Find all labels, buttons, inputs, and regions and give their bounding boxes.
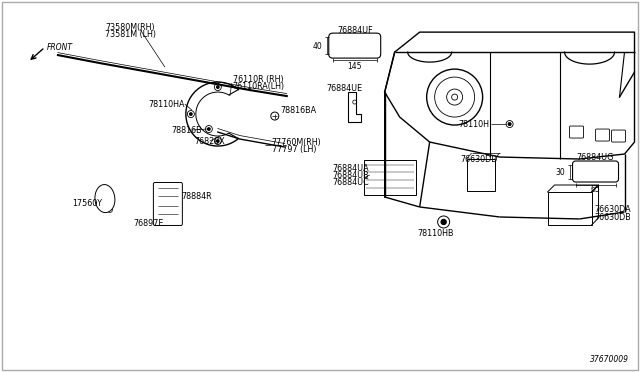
Bar bbox=[548, 192, 591, 225]
Text: 78110HA: 78110HA bbox=[148, 100, 184, 109]
Text: 30: 30 bbox=[556, 167, 566, 176]
Text: 78884R: 78884R bbox=[182, 192, 212, 202]
Circle shape bbox=[508, 123, 511, 125]
Text: 76897E: 76897E bbox=[133, 219, 163, 228]
Circle shape bbox=[441, 219, 446, 224]
Text: 78110HB: 78110HB bbox=[417, 230, 454, 238]
Circle shape bbox=[207, 128, 210, 130]
Text: 76884UE: 76884UE bbox=[326, 84, 363, 93]
Text: 76630DA: 76630DA bbox=[595, 205, 631, 215]
Text: 78816BA: 78816BA bbox=[281, 106, 317, 115]
Bar bbox=[467, 159, 495, 191]
Text: 76110R (RH): 76110R (RH) bbox=[233, 74, 284, 84]
Text: 17560Y: 17560Y bbox=[72, 199, 102, 208]
Text: 73581M (LH): 73581M (LH) bbox=[105, 30, 156, 39]
Polygon shape bbox=[95, 185, 115, 212]
Text: 37670009: 37670009 bbox=[590, 355, 629, 364]
Text: 40: 40 bbox=[313, 42, 323, 51]
Circle shape bbox=[216, 140, 219, 142]
Text: 78816B: 78816B bbox=[172, 125, 202, 135]
Text: 76110RA(LH): 76110RA(LH) bbox=[233, 81, 285, 90]
Text: 77760M(RH): 77760M(RH) bbox=[272, 138, 321, 147]
Text: 77797 (LH): 77797 (LH) bbox=[272, 145, 316, 154]
Text: FRONT: FRONT bbox=[47, 43, 73, 52]
Text: 76884UC: 76884UC bbox=[333, 177, 369, 186]
Text: 76884UB: 76884UB bbox=[333, 170, 369, 180]
Text: 65: 65 bbox=[591, 186, 600, 195]
Text: 76884UA: 76884UA bbox=[333, 164, 369, 173]
Bar bbox=[364, 160, 415, 195]
Text: 73580M(RH): 73580M(RH) bbox=[105, 23, 154, 32]
Circle shape bbox=[216, 86, 219, 88]
Text: 76630DB: 76630DB bbox=[595, 214, 631, 222]
Text: 76884UG: 76884UG bbox=[577, 153, 614, 161]
Text: 78110H: 78110H bbox=[459, 119, 490, 129]
Text: 145: 145 bbox=[348, 62, 362, 71]
Text: 76828X: 76828X bbox=[195, 137, 225, 145]
Circle shape bbox=[189, 113, 192, 115]
Text: 76630DD: 76630DD bbox=[460, 154, 497, 164]
Text: 76884UF: 76884UF bbox=[337, 26, 372, 35]
